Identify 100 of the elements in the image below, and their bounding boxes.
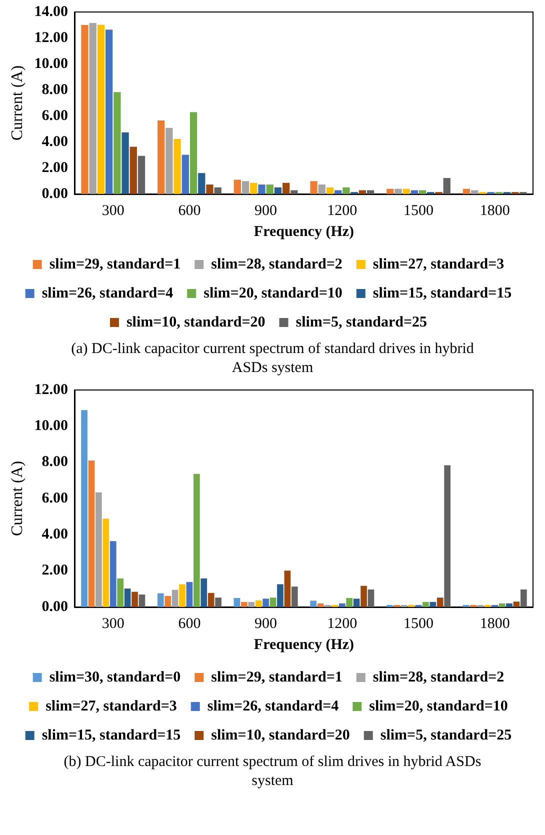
legend-label: slim=29, standard=1 (49, 256, 181, 272)
x-tick-label: 1500 (403, 202, 434, 219)
legend-label: slim=26, standard=4 (42, 285, 174, 302)
bar (194, 474, 200, 607)
x-tick-label: 1800 (480, 616, 510, 632)
bar (114, 92, 121, 194)
bar (346, 598, 353, 607)
bar (208, 592, 214, 607)
bar (318, 184, 326, 194)
bar (117, 578, 124, 607)
x-tick-label: 1200 (327, 202, 358, 219)
bar (506, 603, 512, 607)
bar (270, 598, 276, 607)
y-tick-label: 2.00 (42, 562, 68, 579)
bar (110, 541, 116, 607)
bar (172, 590, 178, 607)
bar (242, 181, 250, 194)
bar (436, 598, 444, 607)
bar (338, 603, 346, 607)
bar (418, 190, 426, 194)
y-tick-label: 6.00 (42, 490, 68, 506)
bar (317, 603, 324, 607)
x-tick-label: 1500 (403, 616, 434, 632)
bar (132, 592, 138, 607)
bar (234, 180, 241, 194)
legend-label: slim=15, standard=15 (372, 285, 512, 302)
bar (179, 584, 186, 607)
legend-label: slim=10, standard=20 (211, 727, 350, 744)
bar (255, 600, 262, 607)
y-tick-label: 12.00 (34, 30, 68, 46)
legend-label: slim=5, standard=25 (296, 314, 428, 330)
bar (402, 188, 410, 194)
x-tick-label: 1200 (327, 616, 358, 632)
bar (310, 600, 316, 607)
legend-label: slim=28, standard=2 (372, 669, 504, 686)
y-tick-label: 8.00 (42, 82, 68, 98)
bar (250, 182, 258, 194)
x-tick-label: 600 (178, 202, 201, 219)
text: (a) DC-link capacitor current spectrum of standard drives in hybrid ASDs system (70, 340, 475, 378)
bar (164, 596, 172, 607)
bar (186, 582, 193, 607)
bar (241, 602, 248, 607)
bar (422, 602, 429, 607)
y-tick-label: 2.00 (42, 160, 68, 176)
bar (360, 586, 367, 607)
legend-label: slim=29, standard=1 (211, 669, 342, 686)
bar (310, 181, 318, 194)
legend-label: slim=26, standard=4 (207, 698, 340, 714)
bar (138, 156, 146, 194)
y-tick-label: 0.00 (42, 598, 68, 615)
bar (215, 598, 222, 607)
legend-label: slim=10, standard=20 (126, 314, 266, 330)
bar (234, 598, 240, 607)
legend-label: slim=30, standard=0 (49, 669, 181, 686)
bar (342, 187, 350, 194)
bar (105, 30, 113, 194)
bar (198, 173, 206, 194)
bar (262, 598, 269, 607)
y-tick-label: 10.00 (34, 418, 68, 434)
bar (284, 570, 291, 607)
bar (130, 146, 137, 194)
bar (97, 24, 105, 194)
bar (353, 598, 360, 607)
bar (266, 184, 274, 194)
y-tick-label: 6.00 (42, 108, 68, 124)
bar (138, 594, 146, 607)
legend-label: slim=20, standard=10 (369, 698, 508, 714)
bar (334, 190, 342, 194)
bar (274, 187, 282, 194)
legend-label: slim=5, standard=25 (380, 727, 512, 744)
bar (89, 23, 96, 194)
legend-label: slim=27, standard=3 (372, 256, 504, 272)
bar (326, 187, 334, 194)
bar (462, 188, 470, 194)
bar (366, 190, 374, 194)
x-tick-label: 300 (102, 616, 124, 632)
y-tick-label: 10.00 (34, 56, 68, 72)
bar (291, 586, 298, 607)
bar (410, 190, 418, 194)
bar (166, 128, 173, 194)
legend-label: slim=28, standard=2 (211, 256, 342, 272)
y-tick-label: 8.00 (42, 454, 68, 470)
bar (81, 410, 88, 607)
x-tick-label: 900 (254, 616, 278, 632)
bar (498, 603, 506, 607)
bar (290, 190, 298, 194)
bar (157, 593, 164, 607)
bar (88, 460, 95, 607)
x-tick-label: 900 (254, 202, 278, 219)
bar (206, 184, 214, 194)
bar (214, 187, 222, 194)
bar (386, 188, 394, 194)
legend-label: slim=20, standard=10 (204, 285, 342, 302)
bar (513, 602, 520, 607)
y-tick-label: 12.00 (34, 382, 68, 398)
bar (81, 25, 88, 194)
y-axis-title: Current (A) (8, 460, 26, 536)
legend-label: slim=15, standard=15 (42, 727, 181, 744)
bar (520, 589, 527, 607)
bar (96, 492, 102, 607)
